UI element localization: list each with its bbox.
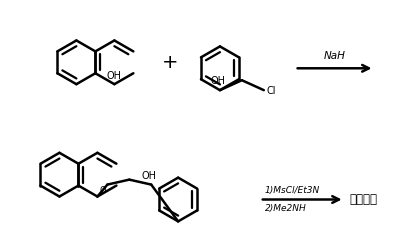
- Text: +: +: [162, 53, 178, 72]
- Text: 1)MsCl/Et3N: 1)MsCl/Et3N: [265, 185, 320, 195]
- Text: OH: OH: [210, 76, 226, 86]
- Text: OH: OH: [142, 171, 157, 181]
- Text: Cl: Cl: [267, 86, 276, 96]
- Text: NaH: NaH: [323, 51, 346, 61]
- Text: OH: OH: [107, 71, 122, 81]
- Text: O: O: [99, 185, 106, 195]
- Text: 2)Me2NH: 2)Me2NH: [265, 205, 307, 213]
- Text: 达泊西汀: 达泊西汀: [349, 193, 378, 206]
